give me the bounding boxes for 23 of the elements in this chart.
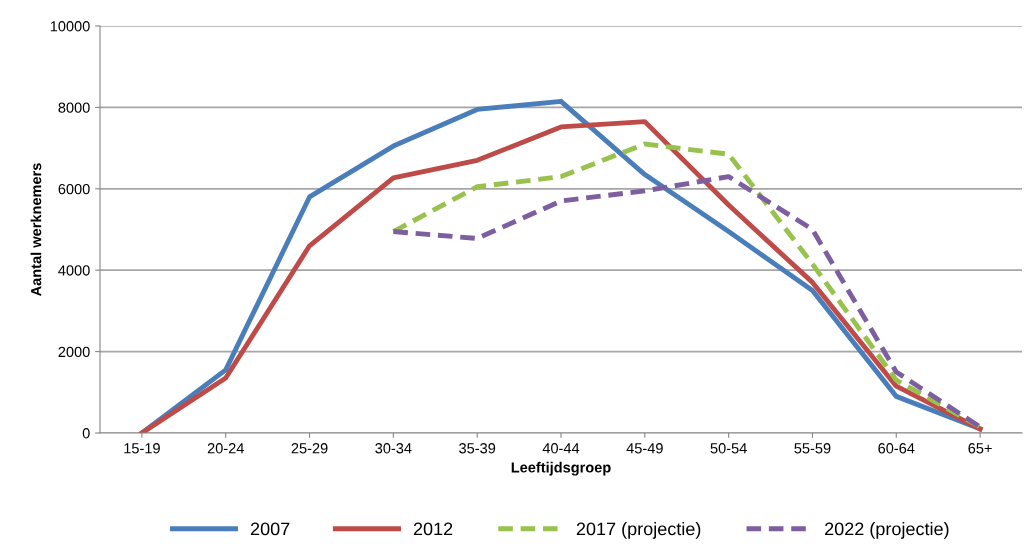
x-tick-label: 50-54 xyxy=(710,443,747,454)
x-tick-label: 45-49 xyxy=(626,443,663,454)
y-tick-label: 6000 xyxy=(58,183,90,195)
x-tick-label: 25-29 xyxy=(291,443,328,454)
y-tick-label: 8000 xyxy=(58,102,90,113)
x-tick-label: 65+ xyxy=(968,443,992,454)
legend-label: 2017 (projectie) xyxy=(576,522,701,539)
x-axis-title: Leeftijdsgroep xyxy=(511,461,611,476)
legend-label: 2007 xyxy=(250,522,290,536)
x-tick-label: 60-64 xyxy=(878,443,915,454)
x-tick-label: 30-34 xyxy=(375,443,412,454)
x-tick-label: 35-39 xyxy=(459,443,496,454)
legend-label: 2012 xyxy=(413,522,453,536)
y-tick-label: 2000 xyxy=(58,346,90,358)
x-tick-label: 20-24 xyxy=(207,443,244,454)
x-tick-label: 40-44 xyxy=(542,443,580,454)
x-tick-label: 15-19 xyxy=(124,443,160,454)
y-tick-label: 0 xyxy=(82,428,90,439)
y-tick-label: 4000 xyxy=(58,265,90,276)
y-axis-title: Aantal werknemers xyxy=(30,163,42,297)
y-tick-label: 10000 xyxy=(50,21,90,32)
legend-label: 2022 (projectie) xyxy=(825,522,949,539)
x-tick-label: 55-59 xyxy=(794,443,831,454)
